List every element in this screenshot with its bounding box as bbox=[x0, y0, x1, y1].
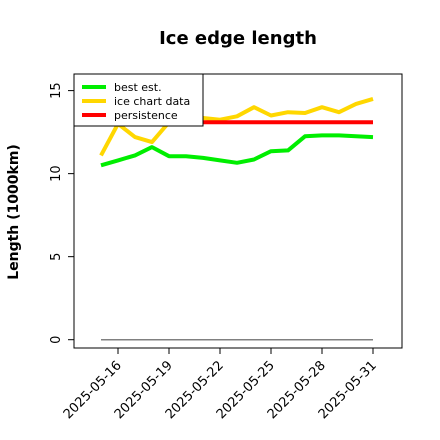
axis-layer: 0510152025-05-162025-05-192025-05-222025… bbox=[49, 82, 380, 422]
legend-label-1: ice chart data bbox=[114, 95, 190, 108]
series-line-0 bbox=[100, 133, 374, 168]
legend-label-0: best est. bbox=[114, 81, 162, 94]
chart-title: Ice edge length bbox=[159, 28, 317, 49]
y-axis-label: Length (1000km) bbox=[6, 144, 22, 280]
series-line-1 bbox=[99, 96, 374, 157]
y-tick-label-2: 10 bbox=[49, 165, 64, 182]
plot-area-frame bbox=[73, 73, 403, 349]
y-tick-label-0: 0 bbox=[49, 336, 64, 344]
y-tick-label-1: 5 bbox=[49, 253, 64, 261]
y-tick-label-3: 15 bbox=[49, 82, 64, 99]
legend-label-2: persistence bbox=[114, 109, 178, 122]
